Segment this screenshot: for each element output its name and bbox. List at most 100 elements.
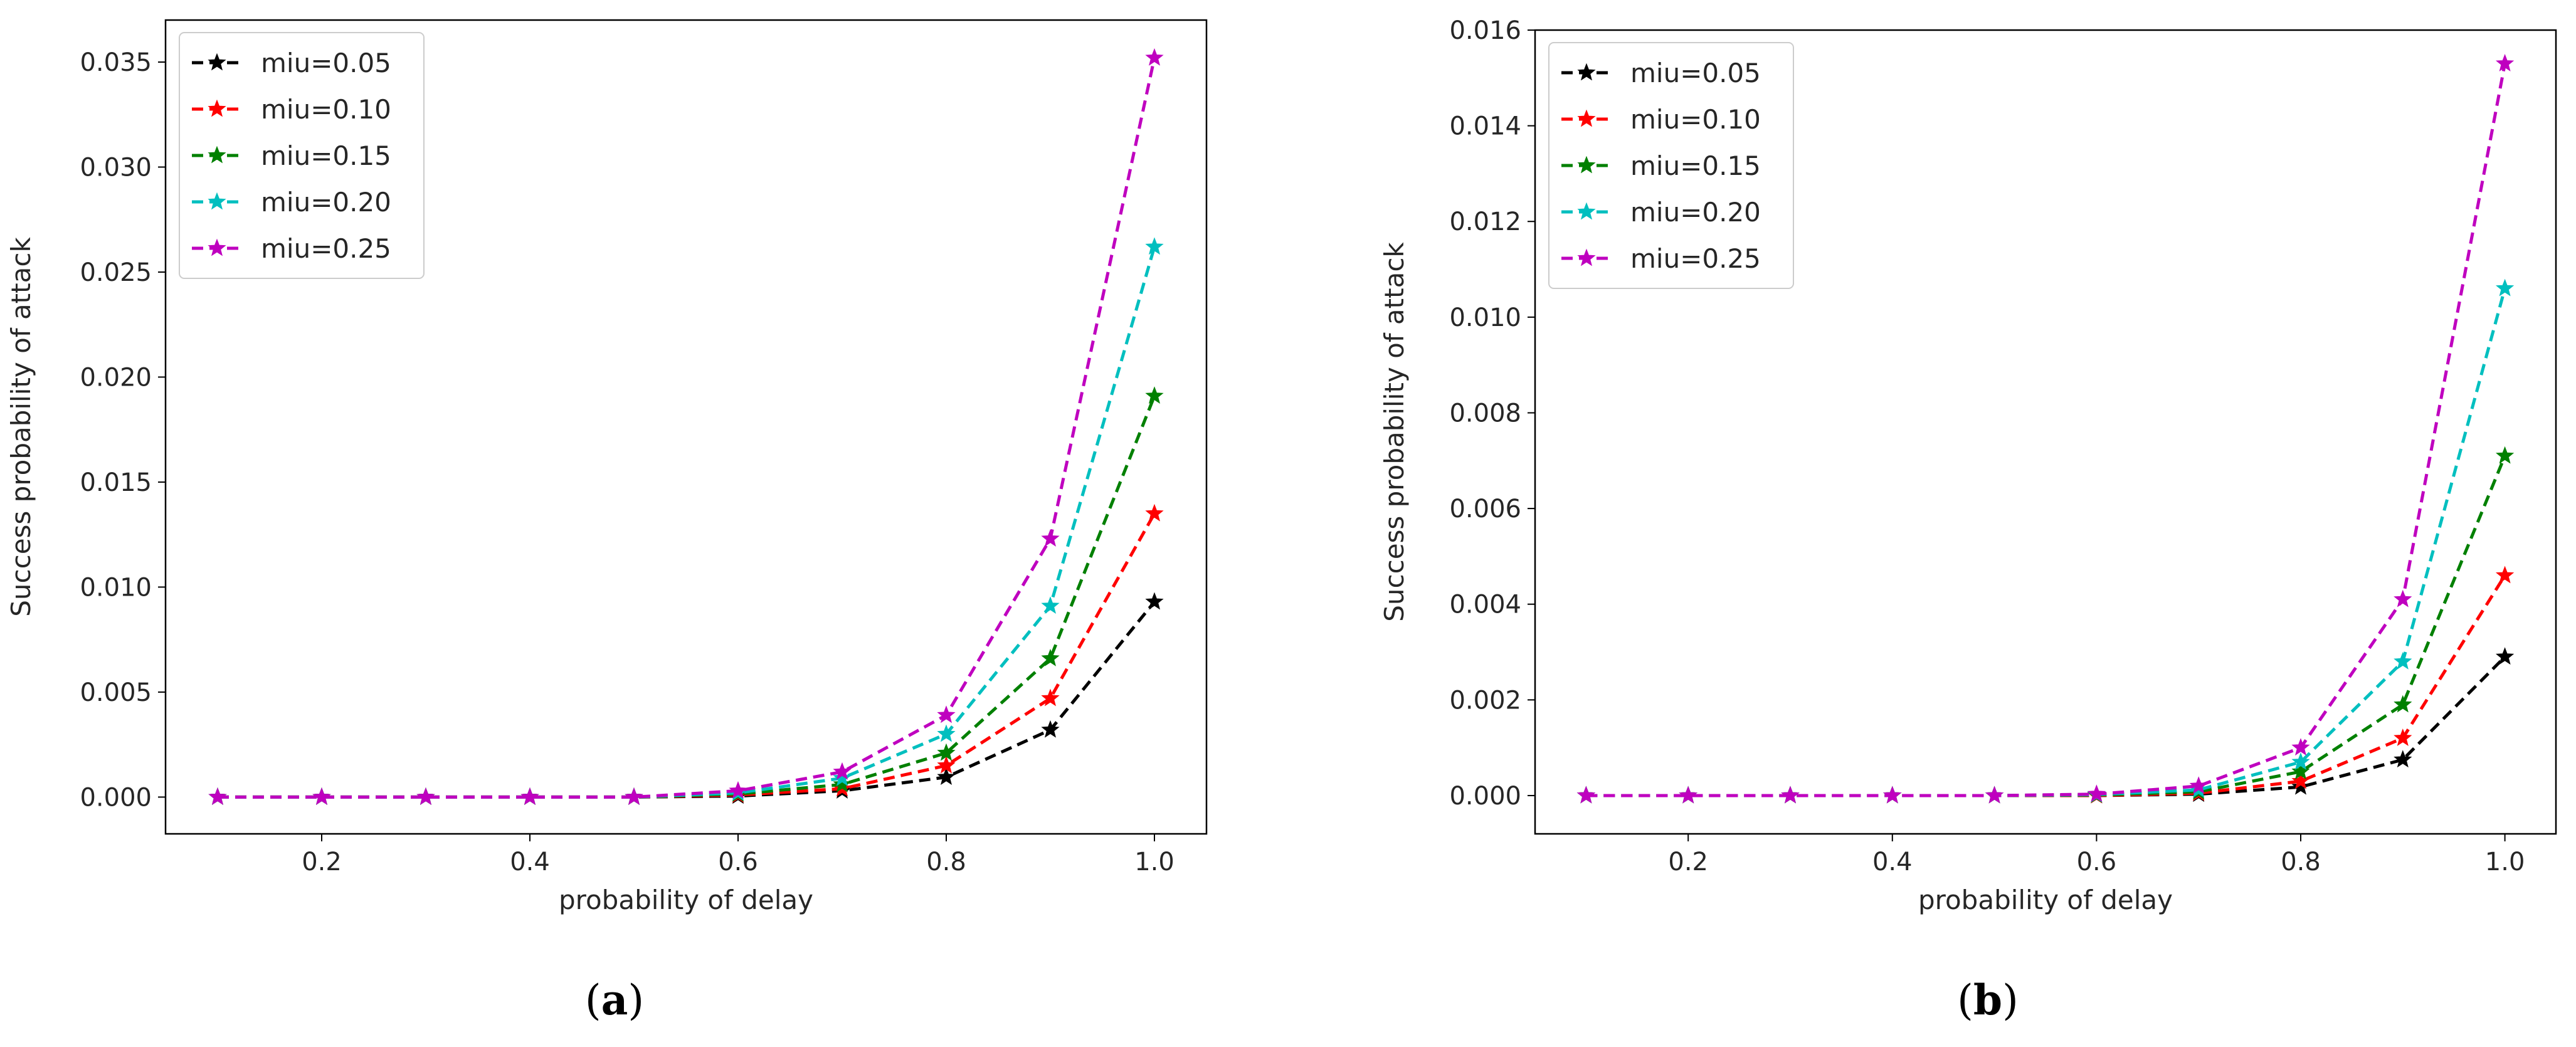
- y-tick-label: 0.010: [80, 573, 152, 602]
- data-point: [2291, 762, 2310, 780]
- data-point: [1041, 529, 1060, 547]
- legend-box: [1548, 42, 1794, 289]
- legend-label: miu=0.15: [261, 140, 391, 171]
- legend-label: miu=0.25: [1630, 243, 1761, 274]
- data-point: [1041, 648, 1060, 666]
- series-line-miu=0.10: [218, 512, 1156, 799]
- legend-swatch-marker: [1577, 63, 1596, 81]
- chart-panel-a: 0.2 0.4 0.6 0.8 1.0 0.000 0.005 0.010 0.015 0.020…: [6, 19, 1208, 1024]
- data-point: [2394, 651, 2412, 670]
- data-point: [1145, 386, 1164, 404]
- legend-swatch-marker: [208, 238, 226, 256]
- x-axis-label: probability of delay: [1918, 885, 2173, 915]
- legend-swatch-marker: [1577, 248, 1596, 266]
- y-tick-label: 0.035: [80, 48, 152, 77]
- data-point: [2495, 53, 2515, 71]
- data-point: [729, 781, 747, 799]
- legend-label: miu=0.05: [1630, 58, 1761, 88]
- legend-label: miu=0.25: [261, 233, 391, 264]
- data-point: [625, 787, 643, 805]
- y-tick-label: 0.012: [1449, 208, 1521, 236]
- y-tick-label: 0.008: [1449, 399, 1521, 428]
- y-tick-label: 0.015: [80, 468, 152, 497]
- legend-box: [179, 32, 425, 279]
- legend-swatch-marker: [1577, 109, 1596, 127]
- data-point: [312, 787, 331, 805]
- data-point: [937, 743, 956, 761]
- y-tick-label: 0.030: [80, 153, 152, 182]
- data-point: [2394, 729, 2412, 746]
- series-line-miu=0.25: [218, 57, 1156, 799]
- data-point: [2087, 784, 2106, 802]
- data-point: [1145, 592, 1164, 610]
- data-point: [1781, 786, 1800, 804]
- y-tick-label: 0.014: [1449, 112, 1521, 141]
- data-point: [1041, 596, 1060, 614]
- data-point: [1041, 688, 1060, 707]
- data-point: [2291, 771, 2310, 789]
- data-point: [1145, 237, 1164, 255]
- x-axis-label: probability of delay: [559, 885, 813, 915]
- chart-panel-b: 0.2 0.4 0.6 0.8 1.0 0.000 0.002 0.004 0.006 0.008…: [1379, 16, 2557, 1024]
- x-tick-label: 0.6: [718, 848, 758, 876]
- data-point: [1679, 786, 1697, 804]
- y-tick-label: 0.005: [80, 678, 152, 707]
- legend-label: miu=0.20: [261, 187, 391, 218]
- y-tick-label: 0.016: [1449, 16, 1521, 45]
- series-line-miu=0.25: [1586, 63, 2507, 797]
- panel-label: (a): [585, 976, 644, 1024]
- legend-swatch-marker: [1577, 202, 1596, 220]
- data-point: [2291, 752, 2310, 771]
- x-tick-label: 0.4: [510, 848, 550, 876]
- data-point: [2495, 278, 2515, 297]
- data-point: [833, 762, 852, 780]
- data-point: [2291, 777, 2310, 795]
- y-tick-label: 0.000: [1449, 782, 1521, 811]
- data-point: [937, 724, 956, 742]
- legend-swatch-marker: [208, 192, 226, 210]
- legend-swatch-marker: [1577, 155, 1596, 174]
- data-point: [2394, 589, 2412, 608]
- y-tick-label: 0.004: [1449, 591, 1521, 619]
- data-point: [2495, 566, 2515, 584]
- legend-label: miu=0.10: [1630, 104, 1761, 135]
- data-point: [2394, 695, 2412, 713]
- data-point: [2291, 738, 2310, 756]
- data-point: [833, 768, 852, 786]
- y-tick-label: 0.000: [80, 783, 152, 812]
- x-tick-label: 0.6: [2077, 848, 2117, 876]
- x-tick-label: 0.8: [2281, 848, 2321, 876]
- data-point: [520, 787, 539, 805]
- panel-label: (b): [1957, 976, 2019, 1024]
- legend-swatch-marker: [208, 99, 226, 117]
- data-point: [937, 755, 956, 774]
- data-point: [1041, 720, 1060, 738]
- data-point: [2495, 647, 2515, 665]
- y-tick-label: 0.020: [80, 363, 152, 392]
- data-point: [2495, 446, 2515, 464]
- y-axis-label: Success probability of attack: [6, 237, 36, 617]
- x-tick-label: 0.4: [1872, 848, 1913, 876]
- data-point: [937, 705, 956, 723]
- data-point: [1145, 48, 1164, 66]
- y-tick-label: 0.006: [1449, 495, 1521, 524]
- y-tick-label: 0.010: [1449, 303, 1521, 332]
- legend-swatch-marker: [208, 145, 226, 164]
- legend-label: miu=0.15: [1630, 150, 1761, 181]
- legend-label: miu=0.05: [261, 48, 391, 78]
- data-point: [208, 787, 227, 805]
- data-point: [937, 767, 956, 786]
- legend-swatch-marker: [208, 53, 226, 71]
- data-point: [416, 787, 435, 805]
- x-tick-label: 0.2: [1668, 848, 1708, 876]
- x-tick-label: 0.2: [302, 848, 342, 876]
- data-point: [1576, 786, 1596, 804]
- data-point: [833, 774, 852, 792]
- y-axis-label: Success probability of attack: [1379, 242, 1410, 622]
- x-tick-label: 1.0: [2485, 848, 2525, 876]
- x-tick-label: 0.8: [926, 848, 966, 876]
- legend-label: miu=0.10: [261, 94, 391, 125]
- data-point: [1145, 503, 1164, 522]
- y-tick-label: 0.002: [1449, 686, 1521, 715]
